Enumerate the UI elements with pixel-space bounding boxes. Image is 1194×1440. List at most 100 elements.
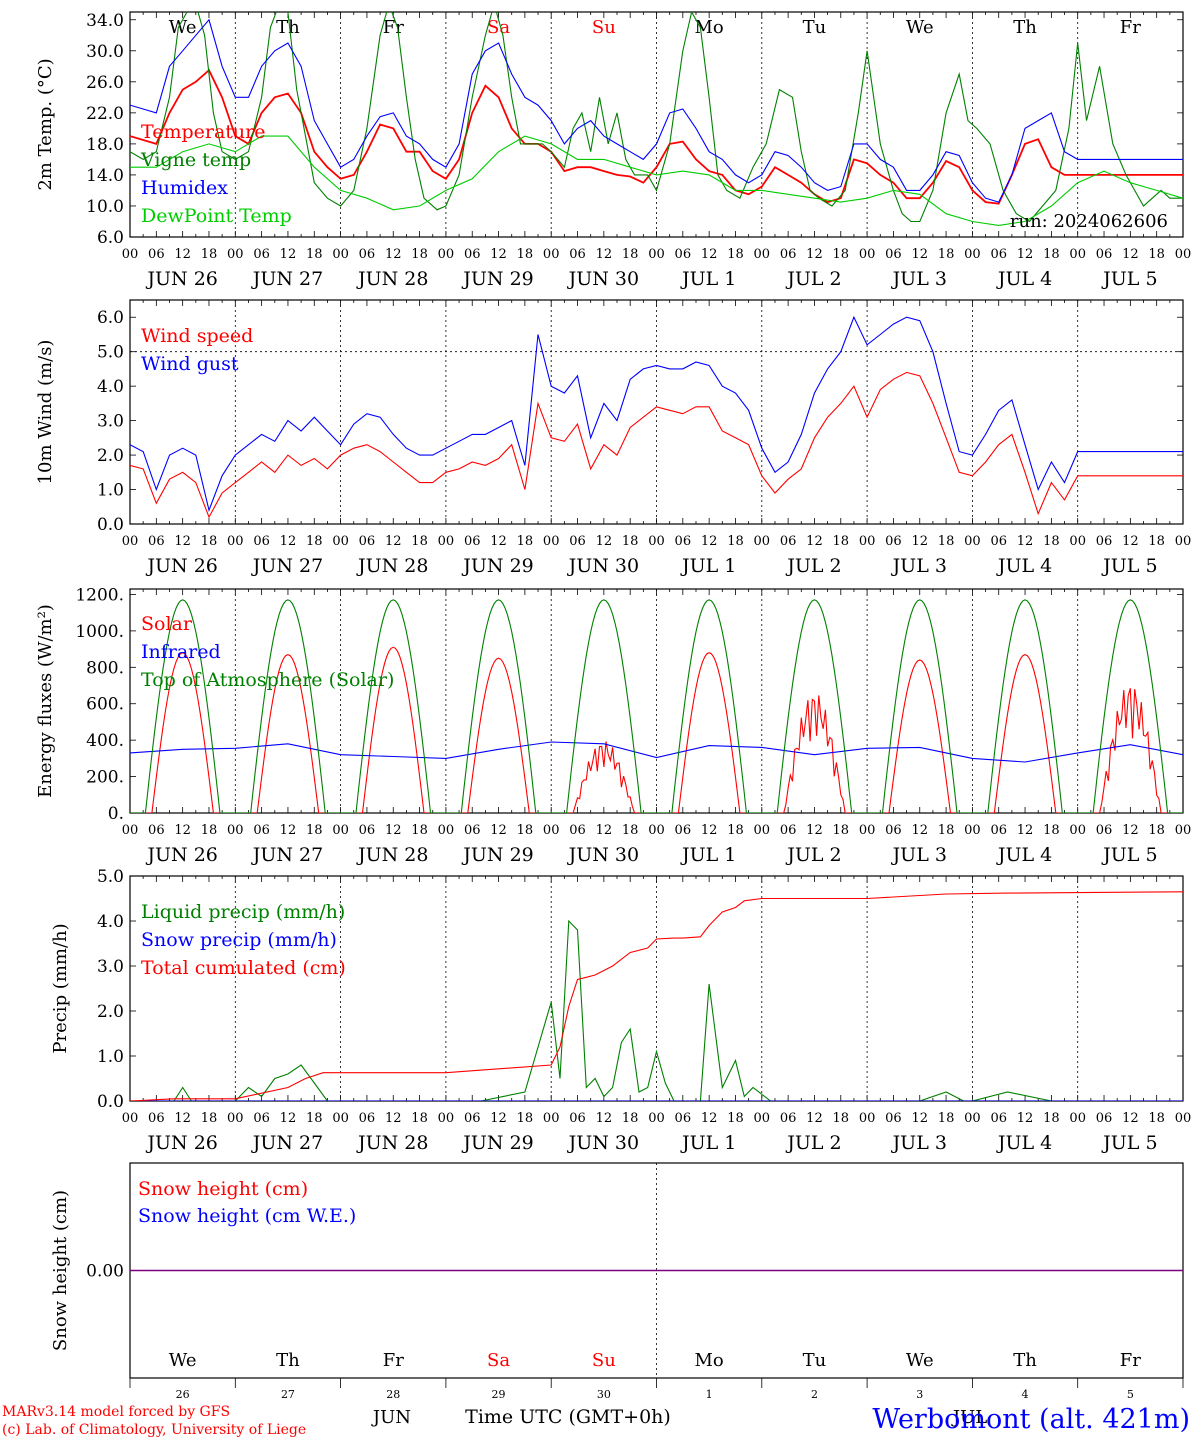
hour-tick-label: 06 (990, 247, 1007, 262)
weekday-label: We (906, 1350, 934, 1371)
y-tick-label: 2.0 (97, 1002, 124, 1022)
legend-entry: Top of Atmosphere (Solar) (141, 669, 394, 691)
hour-tick-label: 00 (438, 534, 455, 549)
hour-tick-label: 12 (911, 247, 928, 262)
y-tick-label: 3.0 (97, 412, 124, 432)
date-label: JUL 2 (785, 844, 841, 866)
day-number-label: 2 (811, 1388, 818, 1401)
hour-tick-label: 00 (754, 534, 771, 549)
date-label: JUL 2 (785, 268, 841, 290)
day-number-label: 1 (706, 1388, 713, 1401)
hour-tick-label: 06 (780, 823, 797, 838)
hour-tick-label: 06 (780, 247, 797, 262)
hour-tick-label: 00 (227, 247, 244, 262)
hour-tick-label: 18 (517, 534, 534, 549)
panel-2: 00 06 12 18 00 06 12 18 00 06 12 18 00 06 12 18 00 06 12 18… (35, 299, 1191, 577)
hour-tick-label: 18 (411, 823, 428, 838)
y-tick-label: 2.0 (97, 446, 124, 466)
hour-tick-label: 00 (332, 534, 349, 549)
hour-tick-label: 00 (543, 247, 560, 262)
hour-tick-label: 00 (438, 247, 455, 262)
y-tick-label: 18.0 (86, 135, 124, 155)
date-label: JUL 3 (891, 844, 947, 866)
hour-tick-label: 00 (964, 823, 981, 838)
date-label: JUL 3 (891, 555, 947, 577)
hour-tick-label: 18 (1043, 247, 1060, 262)
y-tick-label: 4.0 (97, 912, 124, 932)
date-label: JUN 30 (567, 268, 639, 290)
series-line-wind-speed (130, 371, 1183, 519)
date-label: JUN 28 (356, 268, 428, 290)
hour-tick-label: 00 (332, 247, 349, 262)
hour-tick-label: 06 (359, 823, 376, 838)
hour-tick-label: 12 (1122, 534, 1139, 549)
hour-tick-label: 12 (280, 823, 297, 838)
legend-entry: Liquid precip (mm/h) (141, 901, 345, 923)
hour-tick-label: 00 (964, 247, 981, 262)
hour-tick-label: 06 (780, 1111, 797, 1126)
hour-tick-label: 06 (148, 247, 165, 262)
hour-tick-label: 06 (885, 1111, 902, 1126)
hour-tick-label: 06 (1096, 534, 1113, 549)
series-line-vigne-temp (130, 12, 1183, 223)
hour-tick-label: 06 (464, 1111, 481, 1126)
series-line-infrared (130, 741, 1183, 763)
weekday-label: We (169, 17, 197, 38)
hour-tick-label: 12 (280, 247, 297, 262)
hour-tick-label: 06 (464, 823, 481, 838)
date-label: JUL 4 (996, 555, 1052, 577)
legend-entry: Snow height (cm) (138, 1178, 308, 1200)
hour-tick-label: 00 (964, 1111, 981, 1126)
panel-4: 00 06 12 18 00 06 12 18 00 06 12 18 00 06 12 18 00 06 12 18… (50, 867, 1191, 1154)
hour-tick-label: 12 (174, 534, 191, 549)
date-label: JUN 27 (251, 268, 323, 290)
hour-tick-label: 06 (675, 823, 692, 838)
hour-tick-label: 00 (543, 534, 560, 549)
date-label: JUN 30 (567, 1132, 639, 1154)
y-tick-label: 0. (108, 804, 124, 824)
hour-tick-label: 12 (174, 247, 191, 262)
hour-tick-label: 18 (938, 1111, 955, 1126)
legend-entry: Temperature (141, 121, 265, 143)
hour-tick-label: 18 (938, 247, 955, 262)
run-label: run: 2024062606 (1010, 211, 1168, 232)
hour-tick-label: 12 (490, 247, 507, 262)
hour-tick-label: 12 (596, 247, 613, 262)
hour-tick-label: 00 (122, 247, 139, 262)
hour-tick-label: 00 (859, 1111, 876, 1126)
date-label: JUN 27 (251, 1132, 323, 1154)
hour-tick-label: 18 (727, 247, 744, 262)
hour-tick-label: 18 (727, 534, 744, 549)
day-number-label: 30 (597, 1388, 611, 1401)
hour-tick-label: 18 (306, 1111, 323, 1126)
date-label: JUN 28 (356, 555, 428, 577)
y-tick-label: 1000. (75, 622, 124, 642)
legend-entry: Solar (141, 613, 193, 635)
hour-tick-label: 06 (1096, 823, 1113, 838)
legend-entry: DewPoint Temp (141, 205, 292, 227)
hour-tick-label: 00 (122, 534, 139, 549)
weekday-label: Su (592, 17, 616, 38)
y-tick-label: 0.00 (86, 1262, 124, 1282)
legend-entry: Infrared (141, 641, 221, 663)
hour-tick-label: 12 (1122, 823, 1139, 838)
date-label: JUL 5 (1101, 1132, 1157, 1154)
weekday-label: Th (276, 1350, 300, 1371)
y-tick-label: 4.0 (97, 377, 124, 397)
day-number-label: 27 (281, 1388, 295, 1401)
hour-tick-label: 12 (1017, 247, 1034, 262)
hour-tick-label: 06 (569, 534, 586, 549)
y-tick-label: 1.0 (97, 1047, 124, 1067)
hour-tick-label: 12 (701, 247, 718, 262)
hour-tick-label: 12 (596, 1111, 613, 1126)
hour-tick-label: 06 (990, 823, 1007, 838)
hour-tick-label: 06 (359, 1111, 376, 1126)
y-tick-label: 1200. (75, 585, 124, 605)
hour-tick-label: 00 (859, 247, 876, 262)
weekday-label: Th (1013, 17, 1037, 38)
hour-tick-label: 18 (201, 247, 218, 262)
hour-tick-label: 12 (385, 534, 402, 549)
y-tick-label: 22.0 (86, 104, 124, 124)
hour-tick-label: 06 (780, 534, 797, 549)
